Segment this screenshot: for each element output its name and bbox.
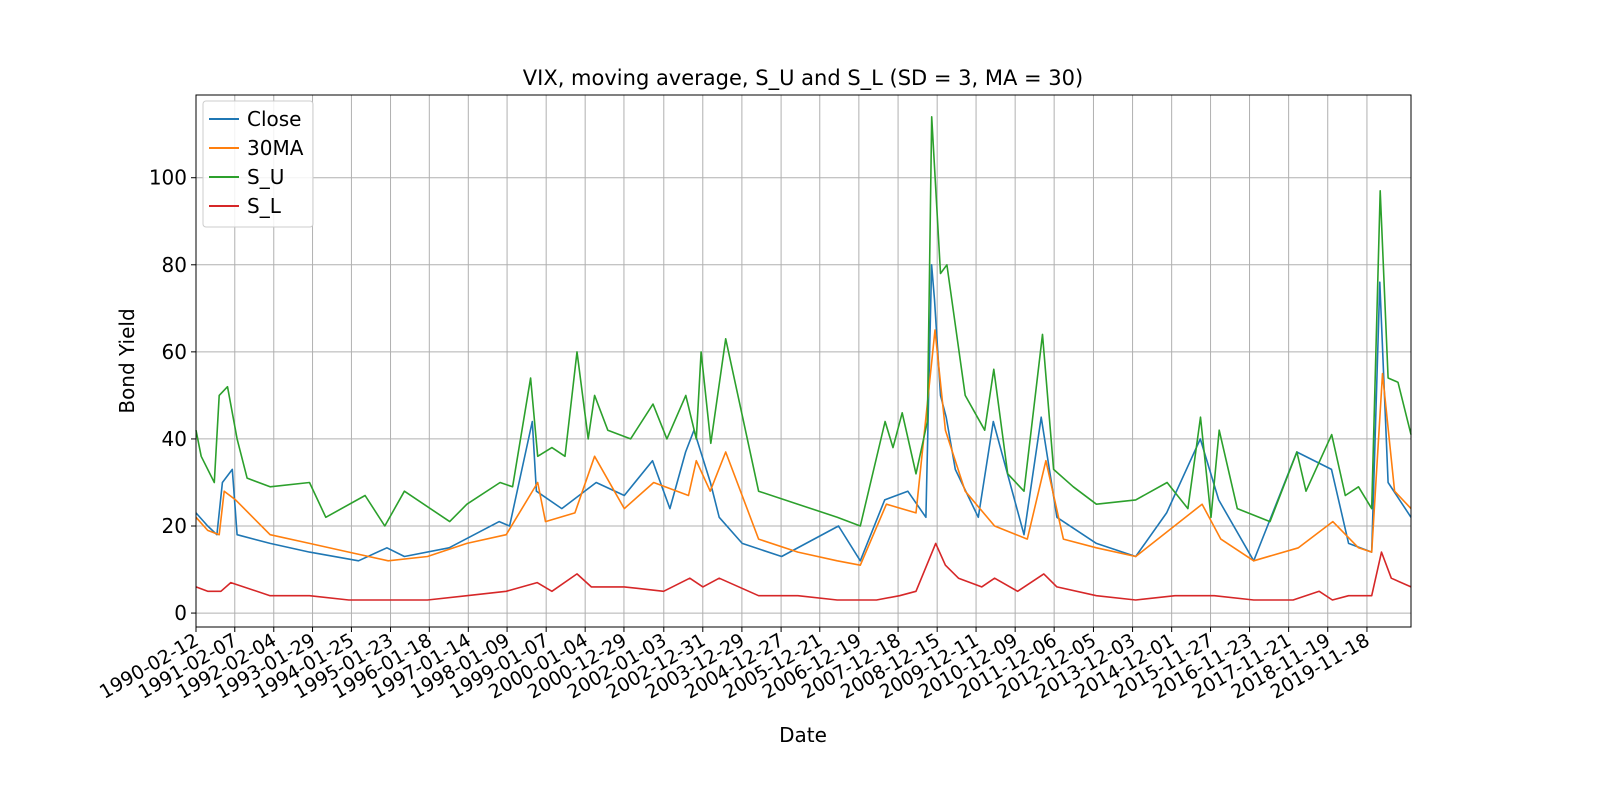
legend-label: S_U	[247, 165, 284, 189]
series-line-s-l	[195, 542, 1412, 601]
y-tick-label: 40	[162, 427, 187, 451]
legend-label: 30MA	[247, 136, 304, 160]
series-line-30ma	[195, 329, 1412, 567]
legend-label: Close	[247, 107, 301, 131]
legend-box	[202, 100, 314, 228]
y-axis: 0 20 40 60 80 100	[149, 166, 196, 625]
grid-lines	[195, 95, 1411, 627]
x-axis-label: Date	[779, 723, 827, 747]
plot-frame	[195, 94, 1412, 628]
y-tick-label: 100	[149, 166, 187, 190]
y-tick-label: 0	[174, 601, 187, 625]
series-layer	[195, 116, 1412, 601]
legend: Close 30MA S_U S_L	[202, 100, 314, 228]
y-tick-label: 60	[162, 340, 187, 364]
legend-label: S_L	[247, 194, 282, 218]
y-axis-label: Bond Yield	[115, 308, 139, 413]
y-tick-label: 20	[162, 514, 187, 538]
chart-title: VIX, moving average, S_U and S_L (SD = 3…	[523, 66, 1083, 91]
x-axis: 1990-02-121991-02-071992-02-041993-01-29…	[96, 627, 1373, 704]
y-tick-label: 80	[162, 253, 187, 277]
series-line-s-u	[195, 116, 1412, 527]
series-line-close	[195, 263, 1412, 562]
